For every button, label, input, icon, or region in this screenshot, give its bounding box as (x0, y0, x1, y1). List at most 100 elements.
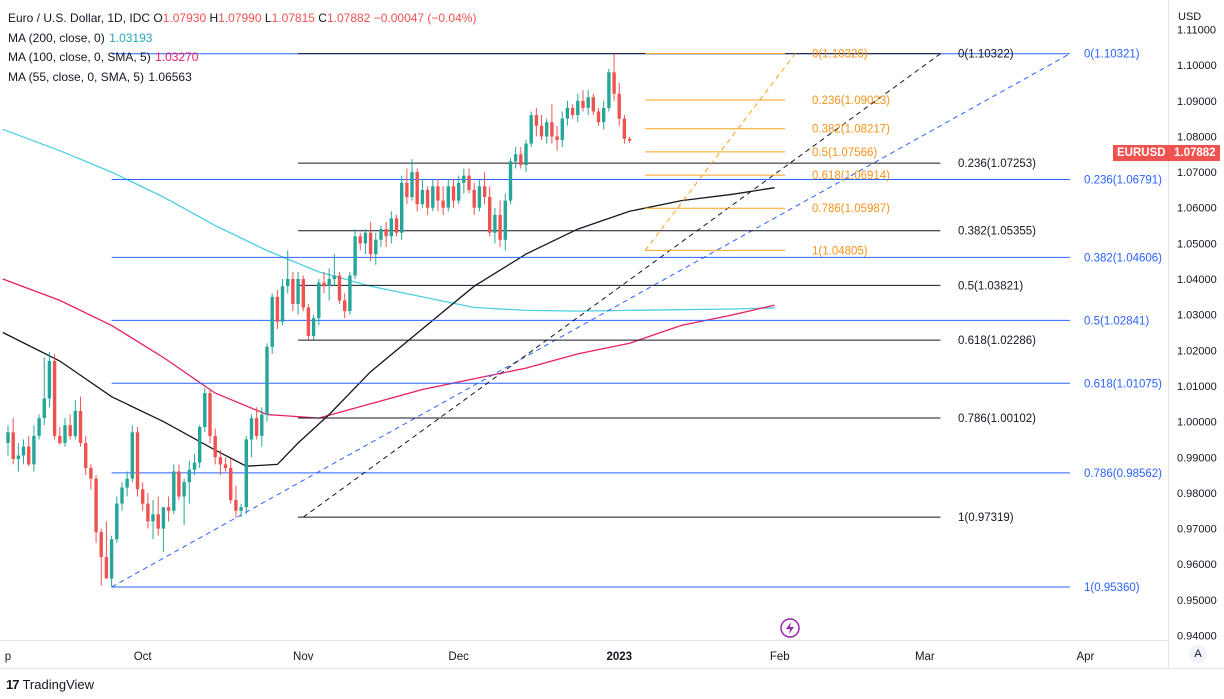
candle-body (218, 457, 223, 465)
candle (141, 482, 145, 511)
candle (555, 125, 559, 151)
candle-body (602, 107, 606, 123)
candle (617, 82, 621, 126)
candle-body (451, 186, 456, 201)
candle (94, 475, 98, 543)
candle (11, 418, 15, 465)
candle-body (203, 393, 207, 427)
candle-body (78, 410, 83, 443)
candle (581, 90, 585, 112)
candle (322, 271, 326, 294)
x-tick-label: Apr (1076, 651, 1094, 663)
candle (513, 147, 518, 169)
candle-body (477, 186, 482, 208)
candle-body (425, 189, 430, 208)
candle-body (384, 229, 388, 237)
brand-name: TradingView (22, 677, 95, 692)
y-tick-label: 1.08000 (1177, 131, 1217, 143)
candle-body (493, 214, 497, 233)
indicator-ma100[interactable]: MA (100, close, 0, SMA, 5) 1.03270 (8, 48, 476, 68)
candle-body (560, 118, 564, 140)
fib-blue-level-label: 0.382(1.04606) (1084, 252, 1162, 264)
candle-body (172, 471, 176, 511)
candle-body (503, 200, 507, 240)
candle (135, 426, 140, 497)
candle-body (301, 279, 305, 308)
candle-body (374, 239, 378, 255)
candle-body (431, 186, 435, 208)
candle (550, 104, 554, 144)
candle (612, 53, 616, 101)
candle (244, 435, 248, 515)
last-price-tag: 1.07882 (1170, 145, 1220, 161)
candle (296, 271, 300, 315)
candle (21, 439, 26, 465)
candle-body (415, 172, 419, 205)
candle (27, 435, 31, 467)
candle-body (612, 72, 616, 94)
candle (591, 93, 595, 116)
candle (52, 353, 57, 440)
candle (218, 450, 223, 476)
candle-body (488, 197, 492, 233)
fib-blue-trend-line (111, 53, 1071, 588)
indicator-value: 1.06563 (148, 69, 192, 84)
candle (172, 464, 176, 515)
candle-body (317, 282, 321, 319)
candle (415, 168, 419, 212)
candle (120, 482, 124, 511)
candle (394, 214, 399, 237)
candle-body (565, 107, 570, 119)
candle (529, 111, 533, 148)
y-tick-label: 0.95000 (1177, 595, 1217, 607)
close-value: 1.07882 (326, 11, 371, 25)
candle-body (125, 478, 129, 488)
candle (73, 400, 77, 440)
candle-body (508, 161, 513, 201)
fib-black-level-label: 0.618(1.02286) (958, 335, 1036, 347)
candle (84, 435, 88, 476)
indicator-ma200[interactable]: MA (200, close, 0) 1.03193 (8, 29, 476, 49)
currency-label: USD (1178, 11, 1202, 23)
candle (270, 293, 274, 354)
candle (78, 396, 83, 447)
candle-body (394, 218, 399, 233)
symbol-title[interactable]: Euro / U.S. Dollar, 1D, IDC (8, 11, 151, 25)
fib-black-level-label: 0.382(1.05355) (958, 226, 1036, 238)
candle (166, 496, 171, 522)
candle (151, 500, 155, 540)
candle (493, 207, 497, 244)
candle-body (586, 97, 590, 108)
candle (115, 496, 119, 543)
y-tick-label: 1.07000 (1177, 167, 1217, 179)
candle (223, 457, 228, 472)
candle-body (177, 471, 181, 497)
candle-body (42, 398, 46, 418)
open-value: 1.07930 (162, 11, 207, 25)
candle-body (555, 136, 559, 140)
candle-body (405, 182, 409, 198)
fib-blue-level-label: 0.236(1.06791) (1084, 175, 1162, 187)
candle (125, 471, 129, 497)
fib-orange-level-label: 0.236(1.09023) (812, 95, 890, 107)
candle (446, 179, 450, 212)
y-tick-label: 0.99000 (1177, 452, 1217, 464)
candle-body (115, 503, 119, 540)
candle-body (576, 100, 580, 116)
candle-body (135, 432, 140, 490)
candle-body (32, 435, 36, 465)
candle-body (622, 118, 627, 139)
candle (198, 425, 202, 468)
auto-scale-button[interactable]: A (1189, 645, 1207, 663)
indicator-ma55[interactable]: MA (55, close, 0, SMA, 5) 1.06563 (8, 68, 476, 88)
candle (213, 428, 217, 465)
candle-body (457, 182, 461, 201)
fib-blue-level-label: 0.618(1.01075) (1084, 378, 1162, 390)
candle (68, 414, 72, 440)
candle-body (198, 427, 202, 463)
candle-body (400, 182, 404, 233)
tradingview-brand[interactable]: 17 TradingView (6, 677, 94, 692)
indicator-value: 1.03270 (155, 50, 199, 64)
candle-body (327, 279, 331, 287)
